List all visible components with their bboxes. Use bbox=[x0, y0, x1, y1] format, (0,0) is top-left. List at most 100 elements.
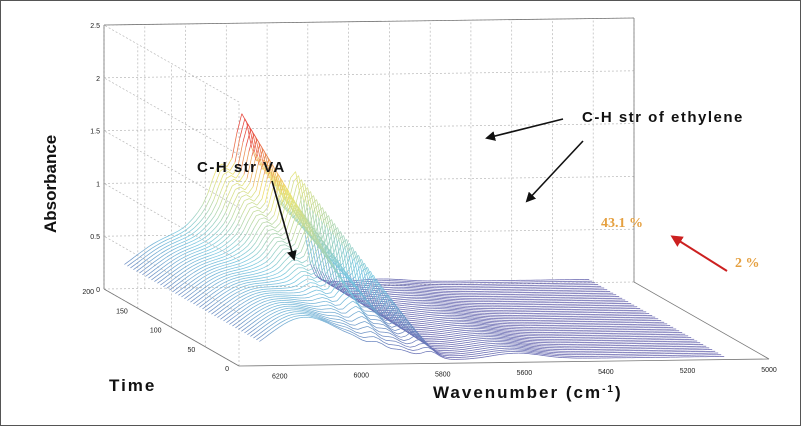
spectrum-trace-segment bbox=[496, 335, 501, 336]
spectrum-trace-segment bbox=[254, 270, 259, 272]
spectrum-trace-segment bbox=[450, 334, 455, 335]
spectrum-trace-segment bbox=[228, 295, 233, 298]
spectrum-trace-segment bbox=[531, 349, 536, 350]
spectrum-trace-segment bbox=[433, 328, 438, 329]
spectrum-trace-segment bbox=[217, 254, 222, 256]
spectrum-trace-segment bbox=[281, 253, 286, 258]
spectrum-trace-segment bbox=[256, 336, 261, 340]
spectrum-trace-segment bbox=[455, 311, 460, 312]
spectrum-trace-segment bbox=[294, 318, 299, 319]
spectrum-trace-segment bbox=[322, 309, 327, 310]
spectrum-trace-segment bbox=[242, 276, 247, 277]
spectrum-trace-segment bbox=[211, 183, 216, 197]
spectrum-trace-segment bbox=[216, 263, 221, 265]
spectrum-trace-segment bbox=[209, 263, 214, 265]
spectrum-trace-segment bbox=[281, 320, 286, 323]
spectrum-trace-segment bbox=[246, 324, 251, 328]
spectrum-trace-segment bbox=[465, 312, 470, 313]
absorbance-tick-label: 1.5 bbox=[90, 129, 100, 136]
spectrum-trace-segment bbox=[258, 289, 263, 290]
spectrum-trace-segment bbox=[445, 341, 450, 342]
spectrum-trace-segment bbox=[488, 329, 493, 330]
spectrum-trace-segment bbox=[530, 346, 535, 347]
spectrum-trace-segment bbox=[453, 342, 458, 343]
spectrum-trace-segment bbox=[446, 306, 451, 307]
spectrum-trace-segment bbox=[458, 351, 463, 352]
spectrum-trace-segment bbox=[197, 290, 202, 294]
spectrum-trace-segment bbox=[160, 282, 165, 286]
spectrum-trace-segment bbox=[254, 322, 259, 326]
spectrum-trace-segment bbox=[439, 331, 444, 332]
spectrum-trace-segment bbox=[224, 264, 229, 265]
spectrum-trace-segment bbox=[285, 313, 290, 315]
spectrum-trace-segment bbox=[273, 229, 278, 232]
spectrum-trace-segment bbox=[202, 220, 207, 226]
spectrum-trace-segment bbox=[276, 301, 281, 302]
spectrum-trace-segment bbox=[389, 297, 394, 298]
y-axis-label: Absorbance bbox=[41, 135, 60, 233]
spectrum-trace-segment bbox=[270, 304, 275, 306]
spectrum-trace-segment bbox=[173, 276, 178, 280]
spectrum-trace-segment bbox=[509, 341, 514, 342]
spectrum-trace-segment bbox=[273, 321, 278, 324]
spectrum-trace-segment bbox=[247, 224, 252, 234]
spectrum-trace-segment bbox=[250, 260, 255, 263]
spectrum-trace-segment bbox=[428, 318, 433, 319]
spectrum-trace-segment bbox=[236, 256, 241, 258]
spectrum-trace-segment bbox=[340, 320, 345, 322]
spectrum-trace-segment bbox=[478, 322, 483, 323]
spectrum-trace-segment bbox=[302, 314, 307, 315]
absorbance-tick-label: 2.5 bbox=[90, 23, 100, 30]
spectrum-trace-segment bbox=[325, 301, 330, 302]
spectrum-trace-segment bbox=[247, 202, 252, 204]
spectrum-trace-segment bbox=[183, 252, 188, 254]
spectrum-trace-segment bbox=[229, 302, 234, 306]
spectrum-trace-segment bbox=[480, 350, 485, 351]
spectrum-trace-segment bbox=[467, 340, 472, 341]
spectrum-trace-segment bbox=[317, 281, 322, 283]
spectrum-trace-segment bbox=[437, 323, 442, 324]
spectrum-trace-segment bbox=[245, 237, 250, 244]
spectrum-trace-segment bbox=[162, 257, 167, 260]
spectrum-trace-segment bbox=[263, 296, 268, 297]
spectrum-trace-segment bbox=[528, 347, 533, 348]
spectrum-trace-segment bbox=[245, 285, 250, 286]
spectrum-trace-segment bbox=[304, 305, 309, 306]
spectrum-trace-segment bbox=[426, 327, 431, 328]
spectrum-trace-segment bbox=[487, 327, 492, 328]
spectrum-trace-segment bbox=[331, 284, 336, 285]
spectrum-trace-segment bbox=[235, 305, 240, 308]
spectrum-trace-segment bbox=[204, 256, 209, 258]
spectrum-trace-segment bbox=[174, 247, 179, 249]
spectrum-trace-segment bbox=[299, 304, 304, 305]
spectrum-trace-segment bbox=[390, 341, 395, 342]
spectrum-trace-segment bbox=[265, 305, 270, 307]
spectrum-trace-segment bbox=[303, 268, 308, 271]
spectrum-trace-segment bbox=[398, 302, 403, 303]
spectrum-trace-segment bbox=[244, 255, 249, 258]
spectrum-trace-segment bbox=[215, 240, 220, 244]
spectrum-trace-segment bbox=[255, 206, 260, 209]
spectrum-trace-segment bbox=[292, 275, 297, 279]
spectrum-trace-segment bbox=[197, 226, 202, 231]
spectrum-trace-segment bbox=[268, 307, 273, 309]
spectrum-trace-segment bbox=[483, 352, 488, 353]
spectrum-trace-segment bbox=[197, 256, 202, 258]
spectrum-trace-segment bbox=[257, 249, 262, 254]
spectrum-trace-segment bbox=[235, 324, 240, 328]
spectrum-trace-segment bbox=[200, 258, 205, 260]
spectrum-trace-segment bbox=[466, 336, 471, 337]
spectrum-trace-segment bbox=[270, 297, 275, 298]
spectrum-trace-segment bbox=[300, 264, 305, 267]
spectrum-trace-segment bbox=[208, 290, 213, 294]
spectrum-trace-segment bbox=[186, 290, 191, 294]
spectrum-trace-segment bbox=[199, 284, 204, 288]
spectrum-trace-segment bbox=[217, 314, 222, 318]
spectrum-trace-segment bbox=[193, 264, 198, 267]
spectrum-trace-segment bbox=[244, 329, 249, 333]
spectrum-trace-segment bbox=[186, 245, 191, 247]
spectrum-trace-segment bbox=[214, 276, 219, 279]
spectrum-trace-segment bbox=[258, 297, 263, 299]
spectrum-trace-segment bbox=[215, 267, 220, 269]
spectrum-trace-segment bbox=[411, 318, 416, 319]
